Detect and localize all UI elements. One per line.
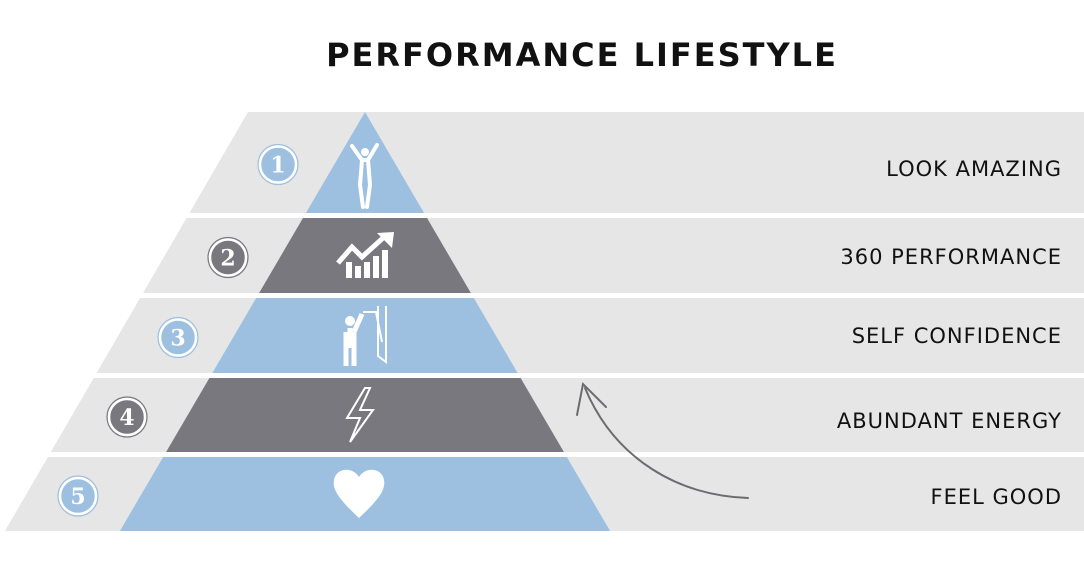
level-5-label: FEEL GOOD <box>930 485 1062 509</box>
pyramid-tier <box>212 298 518 373</box>
pyramid-tier <box>166 378 564 452</box>
level-4: 4 <box>50 378 1084 452</box>
growth-chart-icon <box>336 232 394 278</box>
level-band <box>189 112 1084 213</box>
high-five-mirror-icon <box>343 306 387 366</box>
level-1: 1 <box>189 112 1084 213</box>
curved-up-arrow-icon <box>576 381 749 499</box>
svg-text:2: 2 <box>220 246 235 272</box>
heart-icon <box>333 469 385 518</box>
level-3-label: SELF CONFIDENCE <box>851 324 1062 348</box>
level-number-badge: 1 <box>257 143 299 186</box>
page-title: PERFORMANCE LIFESTYLE <box>326 36 838 74</box>
level-1-label: LOOK AMAZING <box>886 157 1062 181</box>
level-4-label: ABUNDANT ENERGY <box>836 409 1062 433</box>
svg-text:3: 3 <box>170 326 185 352</box>
level-3: 3 <box>96 298 1084 373</box>
svg-text:5: 5 <box>70 484 85 510</box>
svg-text:4: 4 <box>119 405 134 431</box>
level-number-badge: 2 <box>207 236 249 279</box>
level-2-label: 360 PERFORMANCE <box>840 245 1062 269</box>
level-number-badge: 4 <box>106 396 148 438</box>
level-5: 5 <box>4 457 1084 531</box>
svg-text:1: 1 <box>270 153 285 179</box>
level-number-badge: 3 <box>157 316 199 359</box>
jumping-person-icon <box>350 143 379 209</box>
lightning-bolt-icon <box>345 387 375 443</box>
level-number-badge: 5 <box>57 475 99 517</box>
pyramid-tier <box>305 112 425 213</box>
